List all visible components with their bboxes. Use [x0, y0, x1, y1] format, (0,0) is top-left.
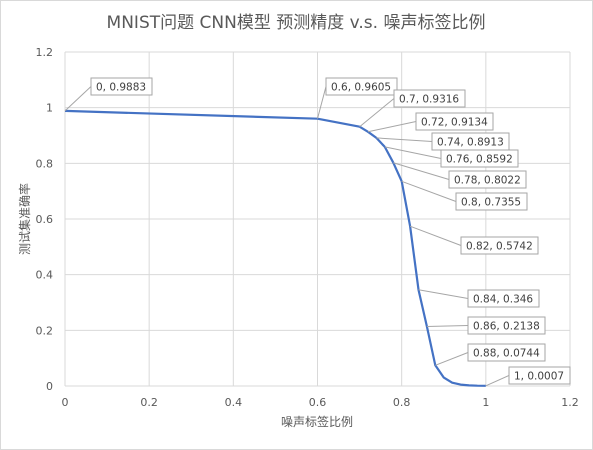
x-tick-label: 0.8: [393, 396, 411, 409]
data-label-leader: [485, 375, 510, 387]
data-label-leader: [64, 86, 92, 112]
data-label-text: 0.8, 0.7355: [461, 197, 521, 209]
y-axis-label: 测试集准确率: [17, 183, 32, 255]
data-label: 0.84, 0.346: [418, 289, 540, 308]
data-label: 1, 0.0007: [485, 366, 571, 387]
x-tick-label: 0.6: [309, 396, 327, 409]
data-label-box: [508, 366, 571, 385]
data-label: 0.72, 0.9134: [367, 112, 494, 133]
data-label-box: [467, 316, 546, 335]
data-label-leader: [384, 146, 442, 159]
data-label-box: [455, 192, 528, 211]
x-tick-labels: 0 0.2 0.4 0.6 0.8 1 1.2: [62, 396, 579, 409]
data-label-text: 0, 0.9883: [96, 82, 146, 94]
data-label-text: 0.86, 0.2138: [473, 321, 540, 333]
y-tick-label: 1.2: [36, 46, 54, 59]
series-layer: [64, 109, 486, 387]
data-label-leader: [393, 162, 450, 180]
x-tick-label: 1.2: [561, 396, 579, 409]
data-label-text: 0.78, 0.8022: [454, 175, 521, 187]
series-line: [64, 109, 486, 387]
data-label-leader: [376, 137, 433, 142]
data-label: 0.88, 0.0744: [435, 343, 546, 366]
data-label-text: 0.76, 0.8592: [446, 154, 513, 166]
x-tick-label: 0.2: [140, 396, 158, 409]
data-label: 0.74, 0.8913: [376, 132, 510, 151]
y-tick-label: 0.4: [36, 269, 54, 282]
y-tick-label: 0.2: [36, 324, 54, 337]
data-label-text: 0.7, 0.9316: [399, 94, 459, 106]
data-label-leader: [418, 289, 469, 299]
data-label-leader: [401, 180, 457, 202]
data-label-box: [90, 77, 153, 96]
data-label-box: [467, 289, 540, 308]
data-label-text: 0.88, 0.0744: [473, 348, 540, 360]
data-label-text: 0.74, 0.8913: [437, 137, 504, 149]
y-tick-labels: 0 0.2 0.4 0.6 0.8 1 1.2: [36, 46, 54, 393]
chart-title: MNIST问题 CNN模型 预测精度 v.s. 噪声标签比例: [107, 13, 486, 33]
data-label-box: [393, 89, 466, 108]
data-label-callouts: 0, 0.9883 0.6, 0.9605 0.7, 0.9316 0.72, 0.9…: [64, 77, 571, 387]
data-label-box: [440, 149, 519, 168]
data-label-box: [448, 170, 527, 189]
data-label-leader: [426, 325, 469, 327]
y-tick-label: 0.8: [36, 157, 54, 170]
data-label: 0.86, 0.2138: [426, 316, 546, 335]
data-label-box: [467, 343, 546, 362]
y-tick-label: 1: [46, 102, 53, 115]
data-label-text: 0.84, 0.346: [473, 294, 533, 306]
x-tick-label: 0: [62, 396, 69, 409]
data-label-text: 0.72, 0.9134: [421, 117, 488, 129]
x-axis-label: 噪声标签比例: [281, 414, 353, 429]
x-tick-label: 1: [482, 396, 489, 409]
data-label-leader: [367, 121, 417, 133]
data-label: 0.8, 0.7355: [401, 180, 528, 211]
data-label-leader: [409, 225, 462, 246]
data-label: 0, 0.9883: [64, 77, 153, 112]
y-tick-label: 0: [46, 380, 53, 393]
data-label: 0.7, 0.9316: [359, 89, 466, 128]
x-tick-label: 0.4: [225, 396, 243, 409]
data-label-box: [325, 77, 398, 96]
data-label: 0.82, 0.5742: [409, 225, 539, 255]
data-label-leader: [435, 352, 469, 366]
data-label-text: 0.6, 0.9605: [331, 82, 391, 94]
data-label-box: [415, 112, 494, 131]
data-label: 0.6, 0.9605: [317, 77, 398, 119]
data-label-text: 1, 0.0007: [514, 371, 564, 383]
data-label-box: [460, 236, 539, 255]
grid: [64, 51, 571, 387]
y-tick-label: 0.6: [36, 213, 54, 226]
data-label: 0.78, 0.8022: [393, 162, 527, 189]
data-label-leader: [317, 86, 327, 119]
data-label: 0.76, 0.8592: [384, 146, 519, 168]
data-label-text: 0.82, 0.5742: [466, 241, 533, 253]
data-label-leader: [359, 98, 395, 128]
